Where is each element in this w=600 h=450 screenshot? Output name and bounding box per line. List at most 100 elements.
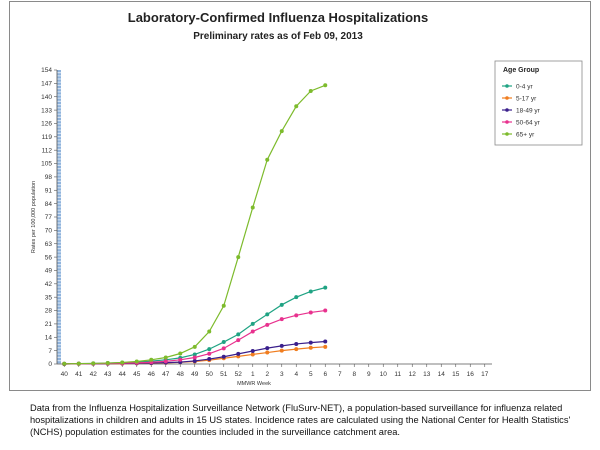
data-point-50-64-yr — [192, 355, 197, 360]
data-point-65-yr — [236, 255, 241, 260]
y-tick-label: 77 — [45, 214, 53, 221]
chart-subtitle: Preliminary rates as of Feb 09, 2013 — [193, 31, 363, 42]
data-point-65-yr — [265, 157, 270, 162]
x-tick-label: 17 — [481, 371, 489, 378]
legend-label-65-yr: 65+ yr — [516, 131, 535, 138]
legend-marker-18-49-yr — [505, 108, 509, 112]
x-tick-label: 40 — [61, 371, 69, 378]
data-point-18-49-yr — [207, 357, 212, 362]
y-tick-label: 126 — [41, 121, 52, 128]
data-point-65-yr — [192, 344, 197, 349]
x-tick-label: 15 — [452, 371, 460, 378]
y-tick-label: 98 — [45, 174, 53, 181]
data-point-18-49-yr — [250, 349, 255, 354]
x-tick-label: 13 — [423, 371, 431, 378]
x-tick-label: 7 — [338, 371, 342, 378]
chart-frame: Laboratory-Confirmed Influenza Hospitali… — [9, 1, 591, 391]
series-line-65-yr — [64, 84, 326, 365]
data-point-0-4-yr — [279, 302, 284, 307]
data-point-0-4-yr — [265, 312, 270, 317]
data-point-18-49-yr — [192, 358, 197, 363]
data-point-65-yr — [163, 355, 168, 360]
data-point-5-17-yr — [265, 350, 270, 355]
x-tick-label: 16 — [467, 371, 475, 378]
x-tick-label: 6 — [323, 371, 327, 378]
data-point-18-49-yr — [323, 339, 328, 344]
y-tick-label: 119 — [42, 134, 53, 141]
data-point-50-64-yr — [323, 308, 328, 313]
data-point-18-49-yr — [279, 343, 284, 348]
data-point-0-4-yr — [250, 321, 255, 326]
legend-marker-5-17-yr — [505, 96, 509, 100]
x-tick-label: 51 — [220, 371, 228, 378]
data-point-65-yr — [250, 205, 255, 210]
data-point-5-17-yr — [250, 352, 255, 357]
y-tick-label: 154 — [41, 67, 52, 74]
data-point-65-yr — [308, 89, 313, 93]
x-tick-label: 46 — [148, 371, 156, 378]
x-tick-label: 4 — [294, 371, 298, 378]
data-point-50-64-yr — [178, 357, 183, 362]
y-tick-label: 56 — [45, 254, 53, 261]
data-point-50-64-yr — [294, 313, 299, 318]
x-tick-label: 44 — [119, 371, 127, 378]
data-point-18-49-yr — [265, 346, 270, 351]
legend-box — [494, 60, 583, 146]
x-tick-label: 42 — [90, 371, 98, 378]
data-point-65-yr — [323, 83, 328, 88]
data-point-65-yr — [76, 361, 81, 366]
legend-marker-50-64-yr — [505, 120, 509, 124]
y-axis-title: Rates per 100,000 population — [31, 181, 37, 253]
y-tick-label: 63 — [45, 241, 53, 248]
data-point-65-yr — [105, 361, 110, 366]
plot-area: 0714212835424956637077849198105112119126… — [41, 67, 492, 378]
y-tick-label: 140 — [41, 94, 52, 101]
data-point-18-49-yr — [221, 354, 226, 359]
data-point-50-64-yr — [236, 338, 241, 343]
legend-label-0-4-yr: 0-4 yr — [516, 83, 533, 90]
y-tick-label: 91 — [45, 187, 53, 194]
y-tick-label: 28 — [45, 308, 53, 315]
x-tick-label: 48 — [177, 371, 185, 378]
x-tick-label: 5 — [309, 371, 313, 378]
data-point-18-49-yr — [308, 340, 313, 345]
data-point-65-yr — [221, 303, 226, 308]
data-point-0-4-yr — [323, 285, 328, 290]
y-tick-label: 112 — [42, 147, 53, 154]
data-point-0-4-yr — [207, 347, 212, 352]
y-tick-label: 42 — [45, 281, 53, 288]
y-tick-label: 147 — [41, 81, 52, 88]
data-point-18-49-yr — [236, 351, 241, 356]
x-tick-label: 2 — [265, 371, 269, 378]
y-tick-label: 49 — [45, 268, 53, 275]
data-point-50-64-yr — [221, 346, 226, 351]
data-point-65-yr — [294, 104, 299, 109]
data-point-5-17-yr — [294, 347, 299, 352]
legend-marker-65-yr — [505, 132, 509, 136]
y-tick-label: 70 — [45, 228, 53, 235]
legend-label-5-17-yr: 5-17 yr — [516, 95, 537, 102]
y-tick-label: 133 — [41, 107, 52, 114]
y-tick-label: 105 — [41, 161, 52, 168]
x-tick-label: 43 — [104, 371, 112, 378]
y-tick-label: 35 — [45, 294, 53, 301]
x-tick-label: 9 — [367, 371, 371, 378]
data-point-0-4-yr — [308, 289, 313, 294]
line-chart: Laboratory-Confirmed Influenza Hospitali… — [31, 10, 583, 387]
y-tick-label: 7 — [48, 348, 52, 355]
data-point-5-17-yr — [323, 344, 328, 349]
data-point-50-64-yr — [163, 359, 168, 364]
data-point-65-yr — [207, 329, 212, 334]
data-point-5-17-yr — [308, 345, 313, 350]
data-point-0-4-yr — [236, 332, 241, 337]
data-point-0-4-yr — [221, 340, 226, 345]
data-point-65-yr — [91, 361, 96, 366]
legend-title: Age Group — [503, 67, 539, 74]
x-tick-label: 1 — [251, 371, 255, 378]
x-tick-label: 12 — [409, 371, 417, 378]
data-point-0-4-yr — [192, 352, 197, 357]
x-tick-label: 14 — [438, 371, 446, 378]
data-point-18-49-yr — [294, 341, 299, 346]
x-axis-title: MMWR Week — [237, 381, 271, 387]
data-point-65-yr — [149, 357, 154, 362]
